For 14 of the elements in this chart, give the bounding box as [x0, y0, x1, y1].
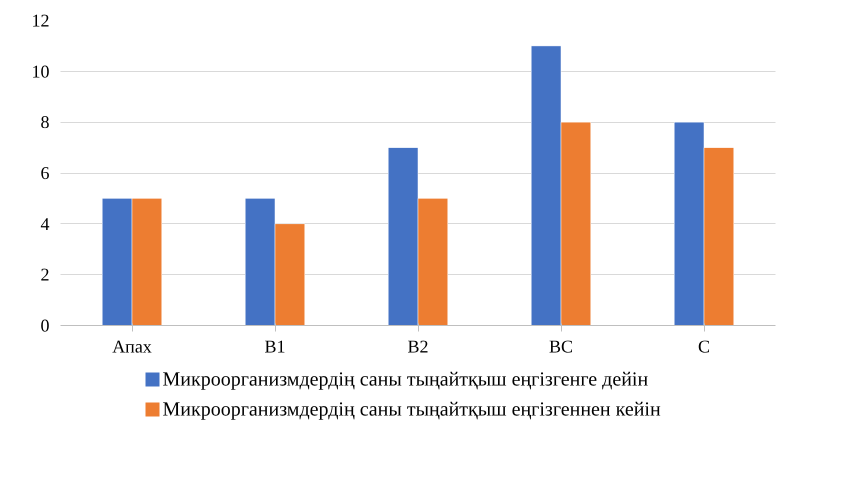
legend-label: Микроорганизмдердің саны тыңайтқыш еңгізгенге дейін: [162, 368, 648, 390]
y-tick-label: 6: [40, 163, 50, 183]
x-tick-label: B2: [407, 336, 429, 356]
y-tick-label: 10: [32, 61, 50, 82]
y-tick-label: 2: [40, 264, 50, 285]
y-tick-label: 12: [32, 10, 50, 30]
x-tick-label: B1: [264, 336, 286, 356]
x-tick-label: BC: [548, 336, 574, 356]
x-tick-label: C: [698, 336, 710, 356]
y-tick-label: 0: [40, 316, 50, 336]
y-tick-label: 4: [40, 214, 50, 234]
x-tick-label: Апах: [112, 336, 152, 356]
y-tick-label: 8: [40, 112, 50, 132]
legend-label: Микроорганизмдердің саны тыңайтқыш еңгізгеннен кейін: [162, 398, 661, 420]
